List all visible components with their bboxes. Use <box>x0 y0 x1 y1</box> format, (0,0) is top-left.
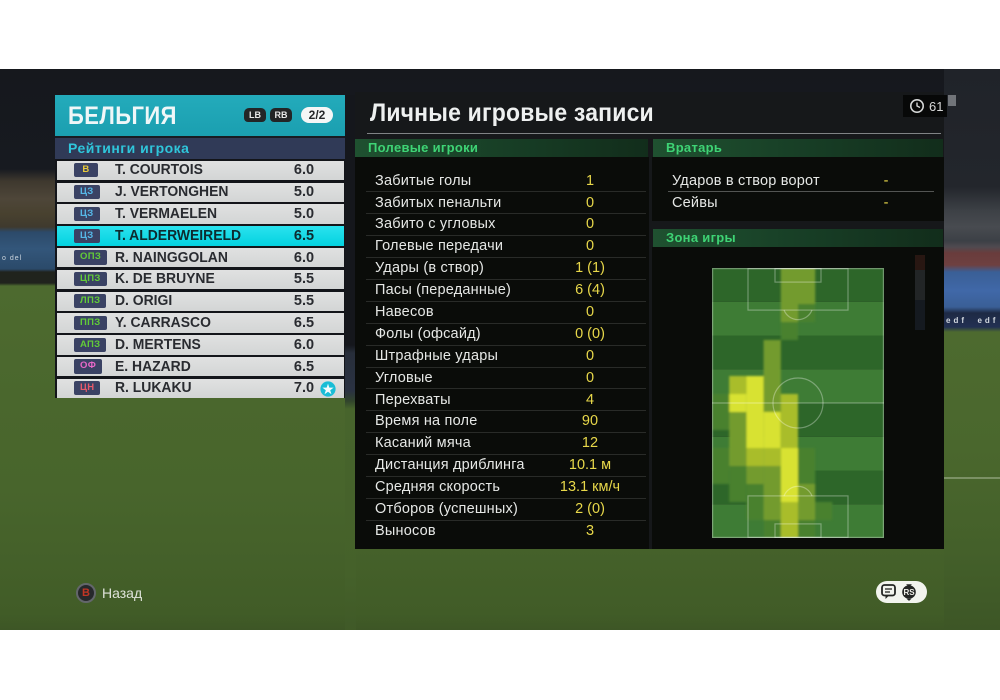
svg-text:RS: RS <box>903 588 915 597</box>
